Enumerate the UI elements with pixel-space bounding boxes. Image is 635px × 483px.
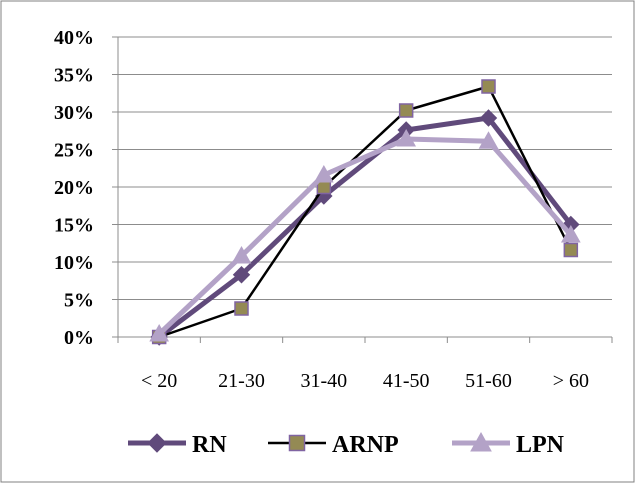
y-tick-label: 0% xyxy=(64,327,94,349)
data-point-rn xyxy=(479,109,498,127)
y-tick-label: 40% xyxy=(54,27,94,49)
y-tick-label: 30% xyxy=(54,102,94,124)
data-point-arnp xyxy=(288,434,306,452)
legend-item-arnp: ARNP xyxy=(268,432,399,458)
data-point-arnp xyxy=(481,79,496,94)
y-tick-label: 5% xyxy=(64,290,94,312)
data-point-lpn xyxy=(470,431,492,452)
legend-label-lpn: LPN xyxy=(516,432,565,458)
y-tick-label: 10% xyxy=(54,252,94,274)
y-tick-labels: 0% 5% 10% 15% 20% 25% 30% 35% 40% xyxy=(54,27,94,349)
data-point-lpn xyxy=(478,131,499,149)
data-point-lpn xyxy=(560,224,581,243)
series-lines xyxy=(149,79,581,346)
data-point-arnp xyxy=(563,242,579,258)
legend-item-lpn: LPN xyxy=(452,431,565,458)
legend-label-arnp: ARNP xyxy=(332,432,399,458)
data-point-lpn xyxy=(396,128,417,147)
data-point-rn xyxy=(147,433,167,453)
y-tick-label: 35% xyxy=(54,65,94,87)
x-tick-label: < 20 xyxy=(141,370,177,392)
y-tick-label: 20% xyxy=(54,177,94,199)
legend-item-rn: RN xyxy=(128,432,227,458)
series-lpn xyxy=(149,128,581,342)
legend: RN ARNP LPN xyxy=(128,431,565,458)
y-tick-label: 15% xyxy=(54,215,94,237)
x-tick-label: > 60 xyxy=(553,370,589,392)
data-point-lpn xyxy=(231,245,252,264)
series-line-arnp xyxy=(158,85,572,339)
data-point-lpn xyxy=(149,323,170,342)
data-point-lpn xyxy=(313,164,334,183)
axes xyxy=(112,36,613,343)
y-tick-label: 25% xyxy=(54,140,94,162)
x-tick-label: 41-50 xyxy=(383,370,430,392)
data-point-rn xyxy=(232,266,251,284)
data-point-arnp xyxy=(398,103,414,118)
x-tick-labels: < 20 21-30 31-40 41-50 51-60 > 60 xyxy=(141,370,589,392)
series-line-lpn xyxy=(157,136,573,336)
x-tick-label: 31-40 xyxy=(300,370,347,392)
x-tick-label: 21-30 xyxy=(218,370,265,392)
x-tick-label: 51-60 xyxy=(465,370,512,392)
series-line-rn xyxy=(157,115,573,339)
legend-label-rn: RN xyxy=(192,432,227,458)
data-point-arnp xyxy=(234,301,249,316)
